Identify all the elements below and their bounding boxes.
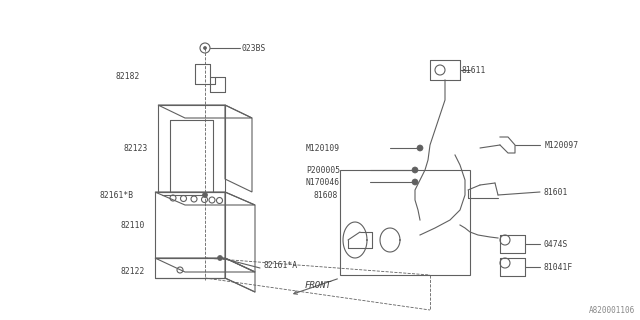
Circle shape xyxy=(417,145,423,151)
Text: A820001106: A820001106 xyxy=(589,306,635,315)
Circle shape xyxy=(202,193,207,197)
Circle shape xyxy=(218,255,223,260)
Text: 023BS: 023BS xyxy=(242,44,266,52)
Text: 82161*A: 82161*A xyxy=(263,260,297,269)
Circle shape xyxy=(204,46,207,50)
Text: 81041F: 81041F xyxy=(543,262,572,271)
Text: P200005: P200005 xyxy=(306,165,340,174)
Text: 0474S: 0474S xyxy=(543,239,568,249)
Text: N170046: N170046 xyxy=(306,178,340,187)
Bar xyxy=(340,170,470,275)
Circle shape xyxy=(412,167,418,173)
Text: FRONT: FRONT xyxy=(305,281,332,290)
Text: 81611: 81611 xyxy=(462,66,486,75)
Text: 81601: 81601 xyxy=(543,188,568,196)
Text: 81608: 81608 xyxy=(314,190,338,199)
Text: 82122: 82122 xyxy=(120,268,145,276)
Text: M120097: M120097 xyxy=(545,140,579,149)
Text: 82182: 82182 xyxy=(116,71,140,81)
Text: 82161*B: 82161*B xyxy=(100,190,134,199)
Text: 82123: 82123 xyxy=(124,143,148,153)
Circle shape xyxy=(412,179,418,185)
Text: 82110: 82110 xyxy=(120,220,145,229)
Text: M120109: M120109 xyxy=(306,143,340,153)
